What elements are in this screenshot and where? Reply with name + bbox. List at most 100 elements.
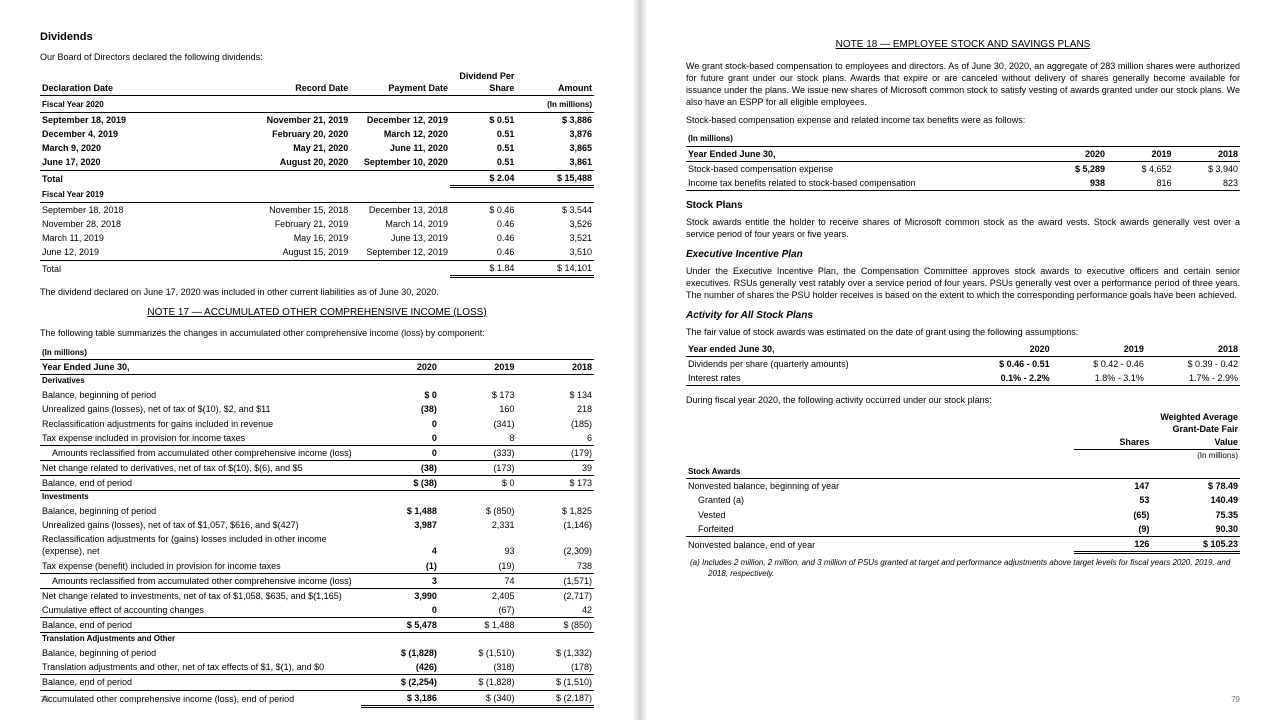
- cell: Total: [40, 170, 251, 186]
- cell: 75.35: [1151, 508, 1240, 522]
- stock-activity-table: SharesWeighted Average Grant-Date Fair V…: [686, 410, 1240, 554]
- cell: 4: [361, 532, 439, 558]
- cell: 2,405: [439, 588, 517, 603]
- cell: Cumulative effect of accounting changes: [40, 603, 361, 618]
- hdr-rec: Record Date: [251, 69, 351, 96]
- cell: $ 3,886: [516, 113, 594, 128]
- cell: March 11, 2019: [40, 231, 251, 245]
- aoci-table: (In millions) Year Ended June 30,2020201…: [40, 344, 594, 708]
- fy19-label: Fiscal Year 2019: [40, 186, 251, 202]
- cell: $ 15,488: [516, 170, 594, 186]
- cell: $ (1,828): [361, 646, 439, 660]
- cell: (173): [439, 460, 517, 475]
- cell: (1): [361, 559, 439, 574]
- eip-heading: Executive Incentive Plan: [686, 248, 1240, 262]
- cell: $ 0.42 - 0.46: [1052, 356, 1146, 371]
- cell: 3,990: [361, 588, 439, 603]
- cell: June 17, 2020: [40, 155, 251, 170]
- cell: 0.51: [450, 155, 516, 170]
- cell: 1.7% - 2.9%: [1146, 371, 1240, 386]
- cell: Granted (a): [686, 493, 1074, 507]
- cell: $ 0: [361, 388, 439, 402]
- eip-p: Under the Executive Incentive Plan, the …: [686, 265, 1240, 301]
- in-millions-4: (In millions): [1074, 449, 1240, 462]
- cell: 2018: [1146, 342, 1240, 357]
- cell: $ 14,101: [516, 260, 594, 276]
- cell: $ 3,544: [516, 203, 594, 218]
- cell: (178): [516, 660, 594, 675]
- cell: May 21, 2020: [251, 141, 351, 155]
- book-gutter: [634, 0, 646, 720]
- dividend-footnote: The dividend declared on June 17, 2020 w…: [40, 286, 594, 298]
- cell: $ 0.46 - 0.51: [957, 356, 1051, 371]
- cell: 1.8% - 3.1%: [1052, 371, 1146, 386]
- dividends-table: Declaration Date Record Date Payment Dat…: [40, 69, 594, 278]
- cell: September 18, 2018: [40, 203, 251, 218]
- cell: Unrealized gains (losses), net of tax of…: [40, 402, 361, 416]
- cell: $ (1,510): [516, 675, 594, 690]
- cell: (341): [439, 417, 517, 431]
- cell: September 12, 2019: [350, 245, 450, 260]
- cell: Amounts reclassified from accumulated ot…: [40, 573, 361, 588]
- cell: (1,146): [516, 518, 594, 532]
- cell: $ 0: [439, 476, 517, 491]
- cell: 218: [516, 402, 594, 416]
- activity-heading: Activity for All Stock Plans: [686, 309, 1240, 323]
- footnote-a: (a) Includes 2 million, 2 million, and 3…: [686, 558, 1240, 580]
- cell: (333): [439, 445, 517, 460]
- fairvalue-table: Year ended June 30,202020192018 Dividend…: [686, 342, 1240, 386]
- cell: $ 0.46: [450, 203, 516, 218]
- cell: June 13, 2019: [350, 231, 450, 245]
- cell: $ 1,825: [516, 504, 594, 518]
- cell: Forfeited: [686, 522, 1074, 537]
- cell: Total: [40, 260, 251, 276]
- cell: 0.1% - 2.2%: [957, 371, 1051, 386]
- cell: Balance, end of period: [40, 675, 361, 690]
- cell: Balance, end of period: [40, 618, 361, 633]
- cell: 3,521: [516, 231, 594, 245]
- cell: (19): [439, 559, 517, 574]
- cell: Nonvested balance, end of year: [686, 536, 1074, 552]
- cell: Reclassification adjustments for gains i…: [40, 417, 361, 431]
- cell: (1,571): [516, 573, 594, 588]
- cell: 2019: [1107, 147, 1173, 162]
- cell: March 9, 2020: [40, 141, 251, 155]
- cell: $ 5,289: [1041, 162, 1107, 177]
- cell: 2020: [361, 360, 439, 375]
- cell: $ 5,478: [361, 618, 439, 633]
- cell: (38): [361, 460, 439, 475]
- cell: June 11, 2020: [350, 141, 450, 155]
- cell: $ 173: [439, 388, 517, 402]
- cell: 3,526: [516, 217, 594, 231]
- cell: 0.51: [450, 141, 516, 155]
- page-78: Dividends Our Board of Directors declare…: [0, 0, 634, 720]
- cell: 90.30: [1151, 522, 1240, 537]
- cell: March 14, 2019: [350, 217, 450, 231]
- cell: May 16, 2019: [251, 231, 351, 245]
- stock-plans-p: Stock awards entitle the holder to recei…: [686, 216, 1240, 240]
- cell: Tax expense included in provision for in…: [40, 431, 361, 446]
- cell: Nonvested balance, beginning of year: [686, 479, 1074, 494]
- cell: 6: [516, 431, 594, 446]
- note18-p1: We grant stock-based compensation to emp…: [686, 60, 1240, 109]
- cell: 938: [1041, 176, 1107, 191]
- cell: (9): [1074, 522, 1152, 537]
- cell: $ 1.84: [450, 260, 516, 276]
- cell: December 13, 2018: [350, 203, 450, 218]
- note18-title: NOTE 18 — EMPLOYEE STOCK AND SAVINGS PLA…: [686, 38, 1240, 52]
- cell: $ (1,510): [439, 646, 517, 660]
- cell: (179): [516, 445, 594, 460]
- cell: 2018: [516, 360, 594, 375]
- cell: $ (340): [439, 690, 517, 706]
- cell: Shares: [1074, 410, 1152, 449]
- cell: 3: [361, 573, 439, 588]
- cell: September 18, 2019: [40, 113, 251, 128]
- cell: 0.46: [450, 217, 516, 231]
- note17-intro: The following table summarizes the chang…: [40, 327, 594, 339]
- cell: Tax expense (benefit) included in provis…: [40, 559, 361, 574]
- cell: June 12, 2019: [40, 245, 251, 260]
- cell: $ (38): [361, 476, 439, 491]
- cell: 816: [1107, 176, 1173, 191]
- cell: $ 1,488: [439, 618, 517, 633]
- note17-title: NOTE 17 — ACCUMULATED OTHER COMPREHENSIV…: [40, 306, 594, 320]
